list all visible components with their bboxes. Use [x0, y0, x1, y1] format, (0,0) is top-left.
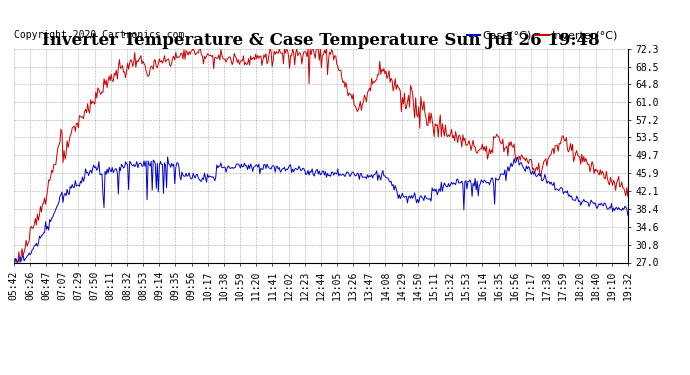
Title: Inverter Temperature & Case Temperature Sun Jul 26 19:48: Inverter Temperature & Case Temperature … — [42, 32, 600, 49]
Legend: Case(°C), Inverter(°C): Case(°C), Inverter(°C) — [462, 27, 622, 45]
Text: Copyright 2020 Cartronics.com: Copyright 2020 Cartronics.com — [14, 30, 184, 40]
